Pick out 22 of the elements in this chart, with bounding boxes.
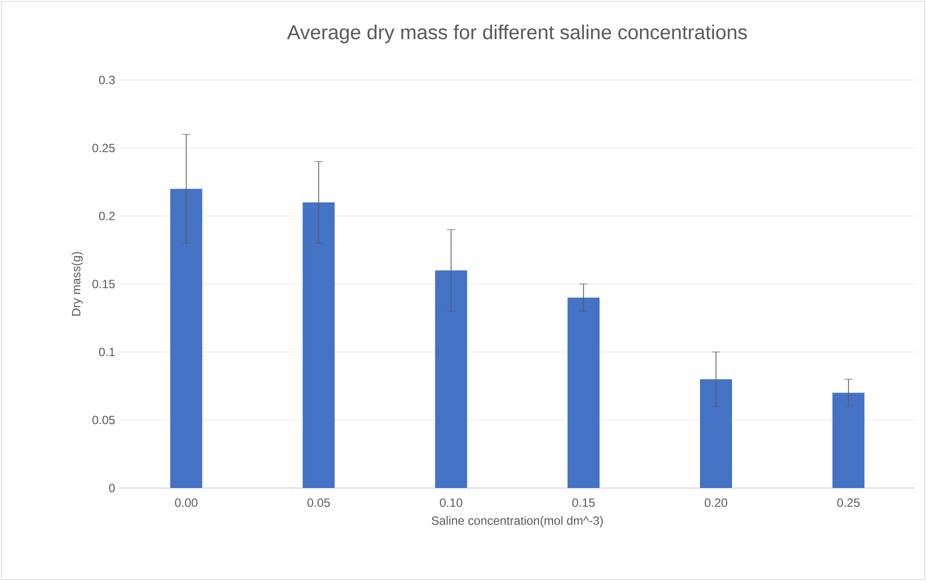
- y-tick-label: 0.25: [92, 144, 115, 152]
- y-tick-label: 0: [109, 484, 115, 492]
- bar: [170, 188, 202, 488]
- x-tick-label: 0.25: [837, 498, 860, 507]
- x-tick-label: 0.05: [307, 498, 330, 507]
- x-axis-title: Saline concentration(mol dm^-3): [432, 516, 603, 528]
- x-tick-label: 0.15: [572, 498, 595, 507]
- y-tick-label: 0.3: [99, 76, 115, 84]
- y-axis-title: Dry mass(g): [72, 252, 83, 316]
- bar: [832, 392, 864, 488]
- bar: [568, 298, 600, 488]
- y-tick-label: 0.15: [92, 280, 115, 288]
- y-tick-label: 0.1: [99, 348, 115, 356]
- bar: [435, 270, 468, 488]
- bar: [700, 379, 732, 488]
- chart-title: Average dry mass for different saline concentrations: [287, 24, 747, 44]
- x-tick-label: 0.10: [440, 498, 462, 507]
- x-tick-label: 0.00: [175, 498, 198, 507]
- y-tick-label: 0.05: [92, 416, 115, 424]
- bar: [302, 202, 335, 488]
- y-tick-label: 0.2: [99, 212, 115, 220]
- x-tick-label: 0.20: [704, 498, 728, 507]
